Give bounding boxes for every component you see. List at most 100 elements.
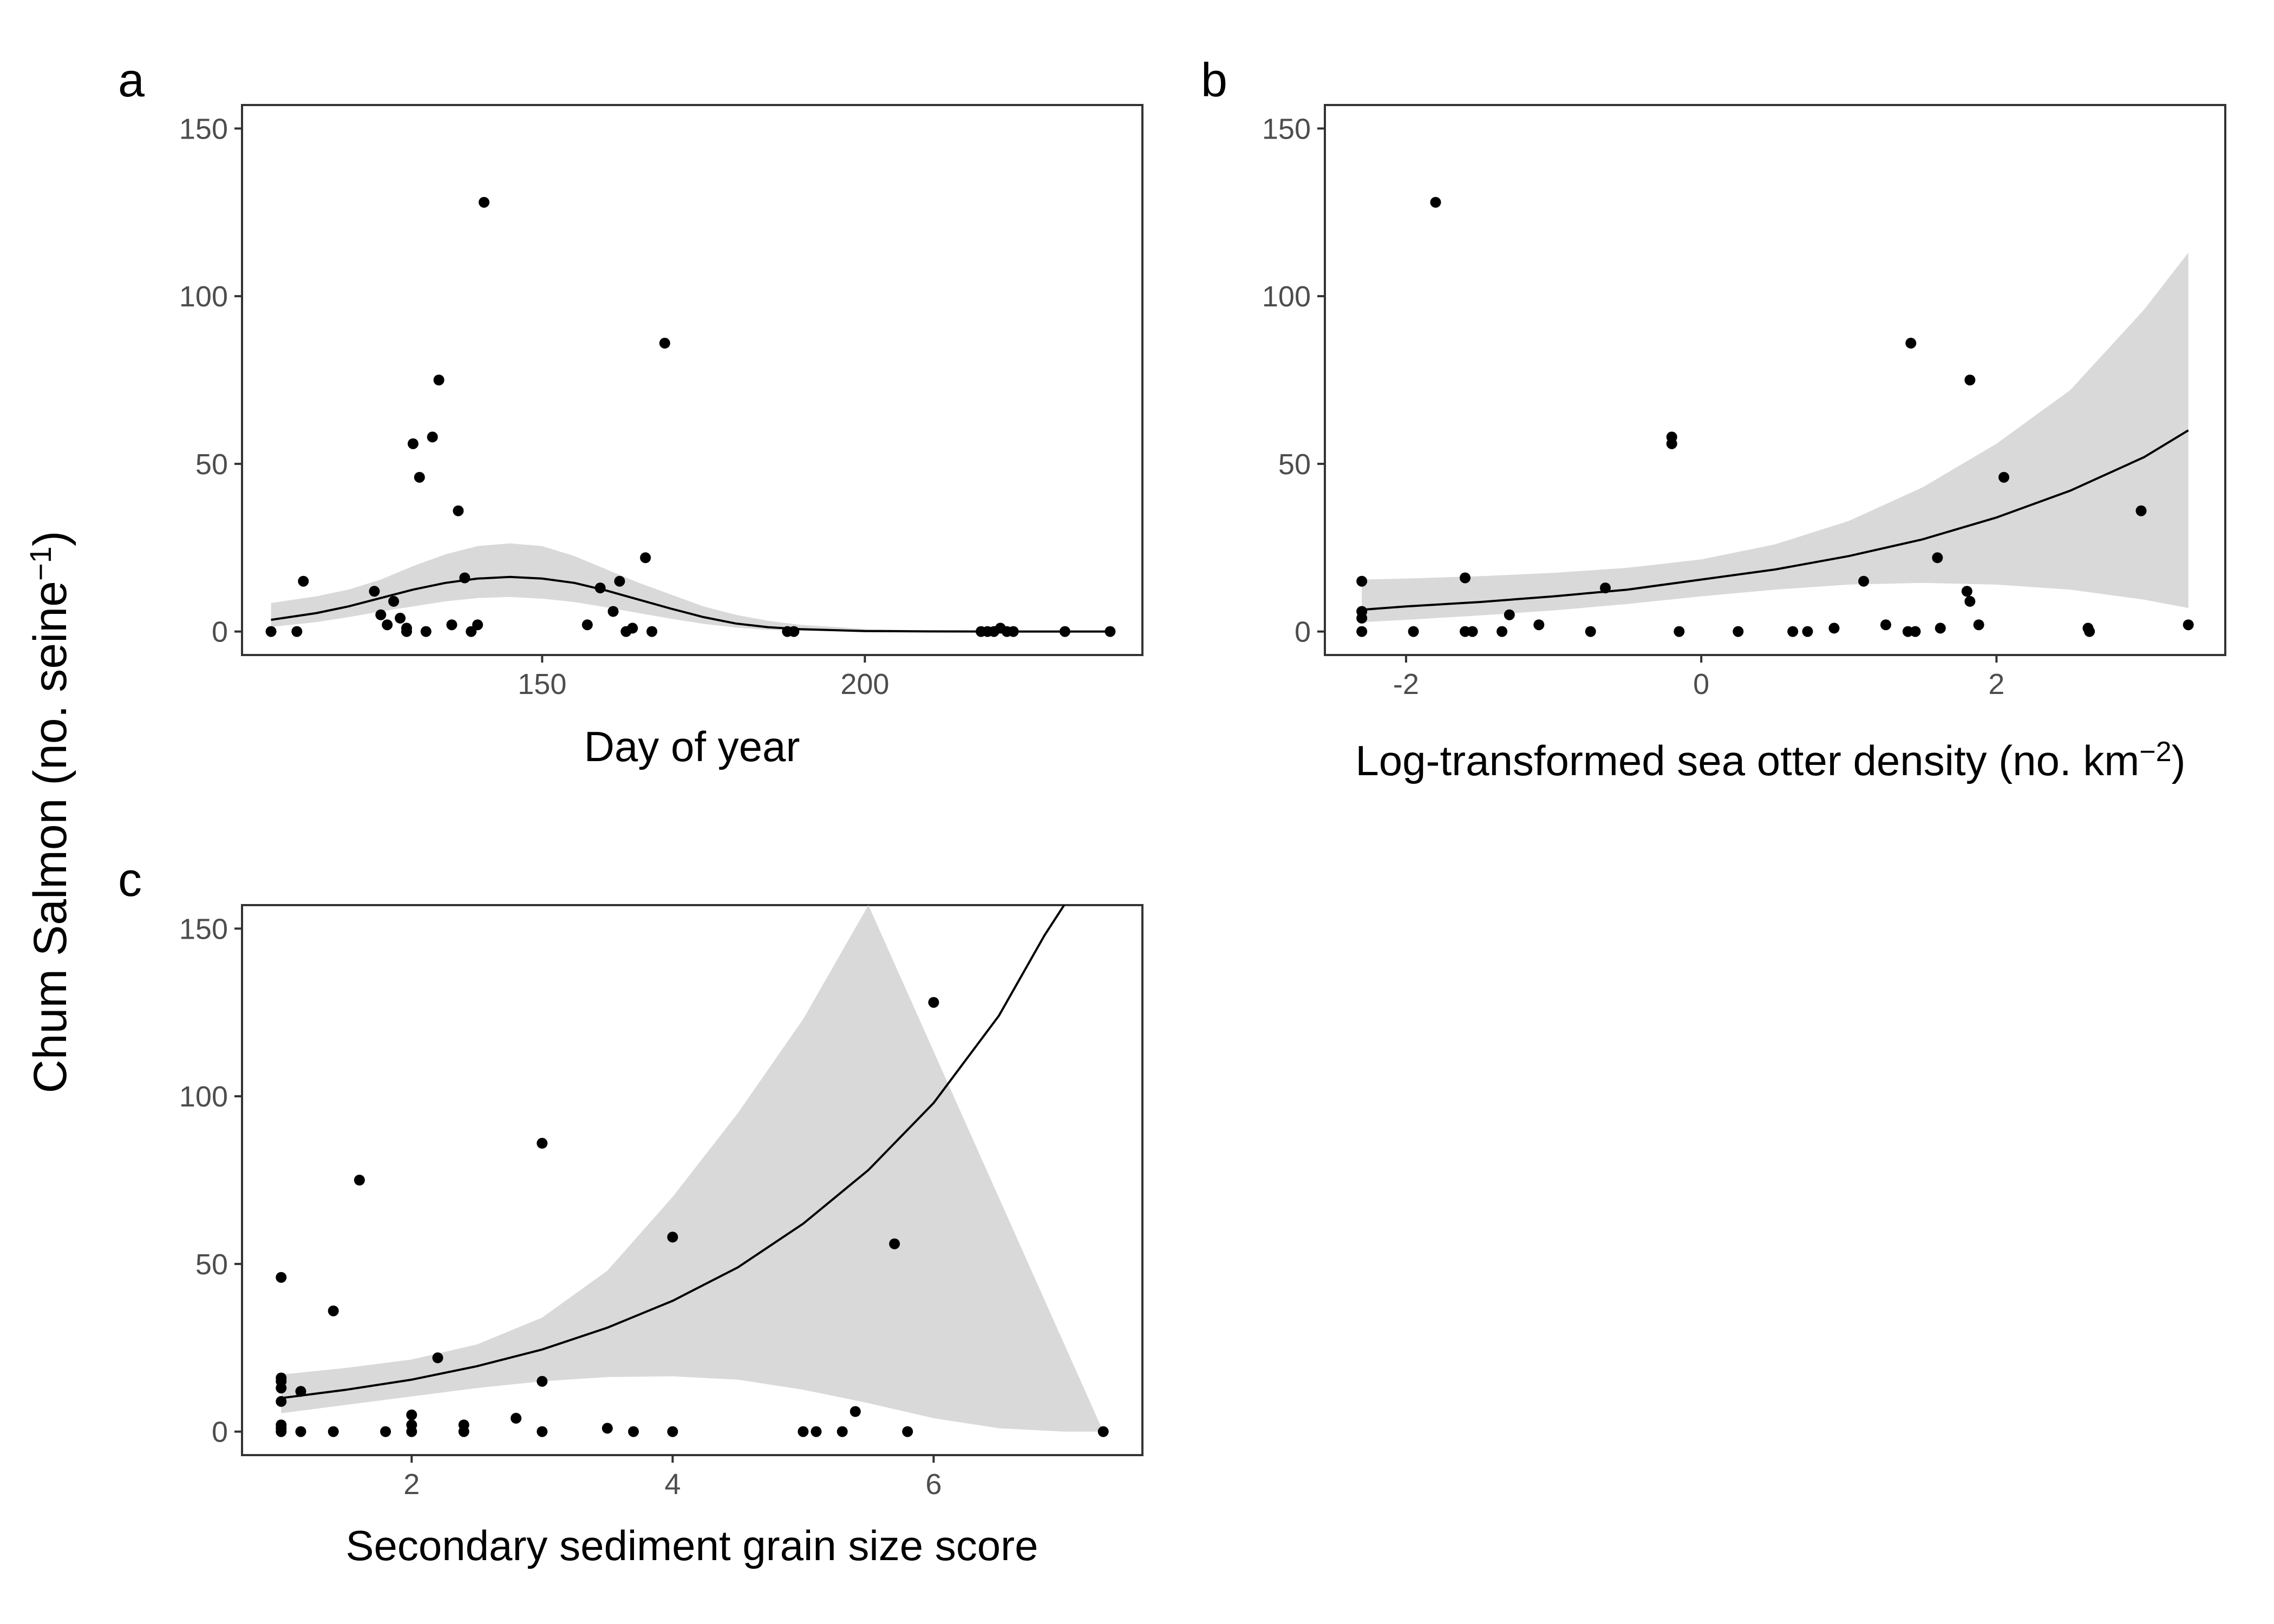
panel-c-fit-curve	[281, 905, 1066, 1399]
panel-a-data-point	[659, 337, 670, 349]
panel-a-data-point	[1059, 626, 1070, 637]
panel-a-points	[265, 197, 1116, 637]
panel-b-points	[1356, 197, 2194, 637]
panel-b-data-point	[1932, 552, 1943, 564]
panel-b-data-point	[1666, 431, 1677, 443]
panel-c-data-point	[432, 1352, 443, 1364]
panel-b-ci-band	[1362, 252, 2188, 623]
panel-b-data-point	[1356, 612, 1368, 624]
panel-c-data-point	[406, 1426, 417, 1437]
panel-c-data-point	[837, 1426, 848, 1437]
panel-b-x-tick-label: 0	[1693, 668, 1709, 700]
y-axis-title-close: )	[24, 531, 76, 547]
panel-a-data-point	[382, 619, 393, 631]
panel-b-y-tick-label: 150	[1262, 113, 1311, 145]
panel-b-x-tick-label: 2	[1988, 668, 2004, 700]
panel-a-data-point	[627, 623, 638, 634]
panel-a: a 150 200 0 50 100 150 Day of year	[118, 53, 1143, 770]
panel-a-data-point	[581, 619, 593, 631]
panel-b-fit-curve	[1362, 429, 2189, 611]
panel-c-x-tick-label: 2	[403, 1468, 420, 1501]
panel-b-data-point	[2084, 626, 2095, 637]
panel-a-frame	[241, 104, 1143, 656]
panel-b-data-point	[1356, 575, 1368, 587]
panel-a-y-ticks: 0 50 100 150	[179, 113, 242, 649]
panel-a-data-point	[388, 595, 400, 607]
panel-b-data-point	[1460, 572, 1471, 584]
panel-b-data-point	[1964, 595, 1976, 607]
panel-a-data-point	[414, 472, 425, 483]
panel-c-data-point	[276, 1383, 287, 1394]
panel-a-ci-area	[271, 543, 1110, 632]
panel-c-data-point	[889, 1238, 900, 1249]
panel-c-data-point	[667, 1426, 678, 1437]
panel-a-letter: a	[118, 53, 145, 107]
panel-c-y-tick-label: 0	[212, 1416, 228, 1449]
panel-a-data-point	[472, 619, 483, 631]
panel-a-data-point	[1008, 626, 1019, 637]
panel-a-data-point	[375, 609, 387, 620]
panel-b-y-tick-label: 0	[1295, 616, 1311, 649]
panel-a-data-point	[466, 626, 477, 637]
panel-b-data-point	[1497, 626, 1508, 637]
panel-a-x-tick-label: 200	[840, 668, 889, 700]
panel-b-letter: b	[1201, 53, 1227, 107]
panel-a-data-point	[646, 626, 657, 637]
panel-a-x-ticks: 150 200	[518, 655, 889, 700]
panel-c-points	[276, 997, 1109, 1437]
panel-c-data-point	[328, 1426, 339, 1437]
panel-b-data-point	[1905, 337, 1917, 349]
panel-c-y-tick-label: 50	[195, 1248, 228, 1281]
panel-a-data-point	[420, 626, 432, 637]
panel-a-data-point	[427, 431, 438, 443]
panel-b-data-point	[2135, 505, 2147, 516]
panel-b-y-ticks: 0 50 100 150	[1262, 113, 1325, 649]
panel-c-frame	[241, 904, 1143, 1456]
panel-a-fit-curve	[271, 575, 1110, 633]
panel-b-data-point	[1910, 626, 1921, 637]
panel-a-ci-band	[271, 543, 1110, 632]
panel-b-frame	[1324, 104, 2226, 656]
panel-c-data-point	[537, 1376, 548, 1387]
panel-b-data-point	[1674, 626, 1685, 637]
y-axis-title: Chum Salmon (no. seine−1)	[23, 531, 76, 1093]
panel-c-data-point	[295, 1386, 306, 1397]
panel-c-data-point	[511, 1412, 522, 1424]
panel-b-data-point	[1585, 626, 1596, 637]
panel-b-y-tick-label: 50	[1278, 448, 1311, 481]
panel-b-data-point	[1828, 623, 1840, 634]
panel-a-data-point	[614, 575, 625, 587]
panel-c-data-point	[380, 1426, 391, 1437]
panel-b-data-point	[1600, 582, 1611, 594]
panel-a-data-point	[265, 626, 277, 637]
panel-b-x-tick-label: -2	[1393, 668, 1419, 700]
y-axis-title-main: Chum Salmon (no. seine	[24, 581, 76, 1093]
panel-b-x-axis-title: Log-transformed sea otter density (no. k…	[1355, 736, 2185, 784]
panel-a-fit-line	[271, 575, 1110, 633]
panel-a-data-point	[407, 438, 419, 449]
panel-a-data-point	[479, 197, 489, 208]
panel-b-data-point	[1787, 626, 1799, 637]
panel-c-x-axis-title: Secondary sediment grain size score	[346, 1522, 1038, 1569]
panel-a-data-point	[1105, 626, 1116, 637]
panel-c-data-point	[537, 1137, 548, 1149]
panel-c-data-point	[602, 1423, 613, 1434]
panel-c-data-point	[850, 1406, 861, 1417]
panel-a-y-tick-label: 150	[179, 113, 228, 145]
panel-c-data-point	[458, 1426, 469, 1437]
panel-c-y-tick-label: 100	[179, 1081, 228, 1113]
panel-a-data-point	[395, 612, 406, 624]
panel-b-data-point	[1935, 623, 1946, 634]
panel-c-x-tick-label: 4	[664, 1468, 681, 1501]
panel-a-data-point	[640, 552, 651, 564]
panel-b-data-point	[1467, 626, 1478, 637]
panel-b-data-point	[1504, 609, 1515, 620]
panel-c-y-tick-label: 150	[179, 913, 228, 945]
panel-a-data-point	[446, 619, 458, 631]
panel-b-data-point	[1973, 619, 1984, 631]
panel-c-data-point	[328, 1305, 339, 1317]
panel-c-y-ticks: 0 50 100 150	[179, 913, 242, 1449]
panel-b-data-point	[2182, 619, 2194, 631]
y-axis-title-sup: −1	[23, 546, 57, 581]
